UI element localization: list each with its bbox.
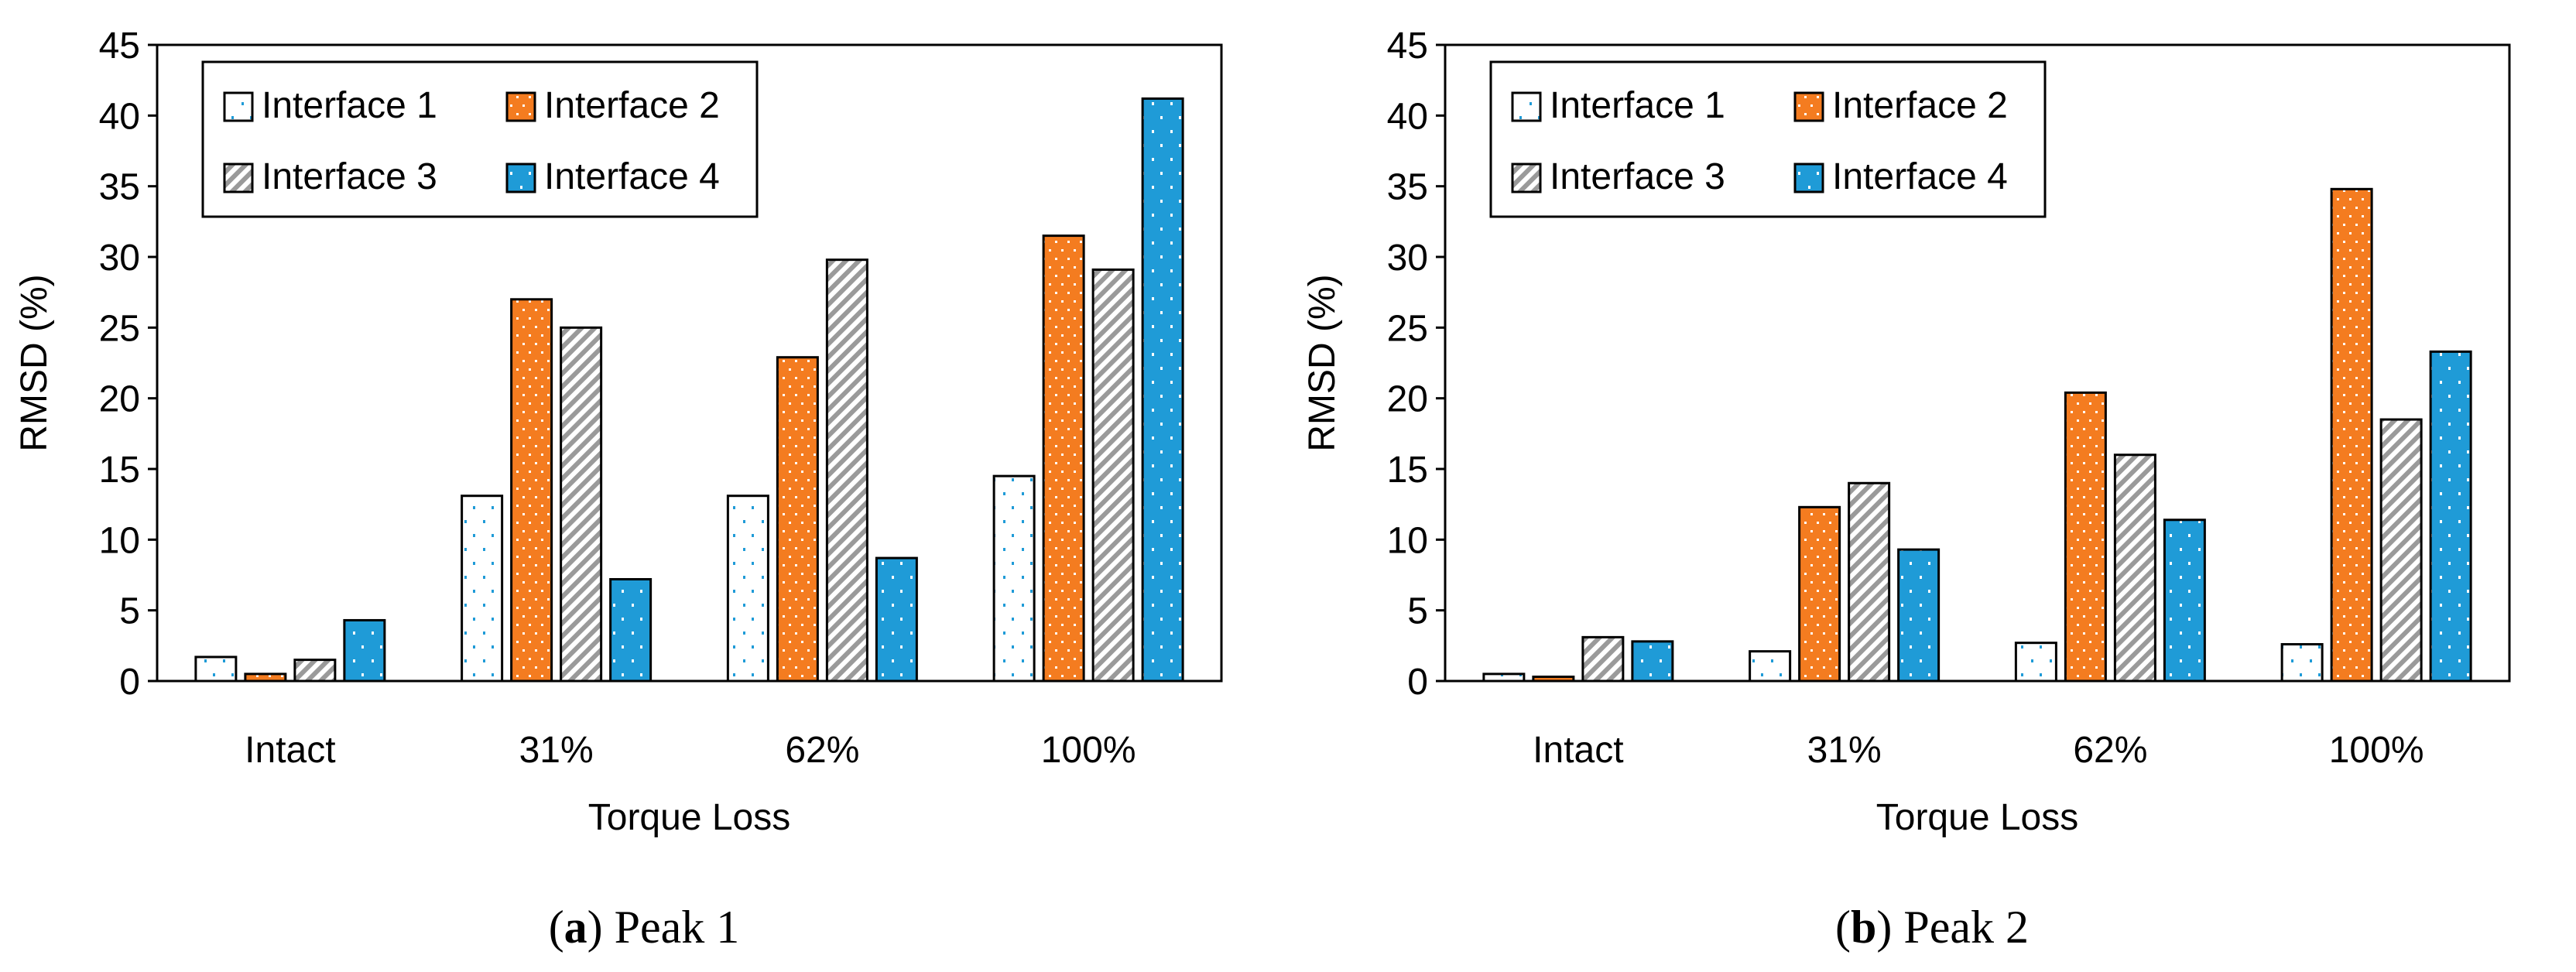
bar-interface-4-4: [2429, 350, 2472, 683]
bar-interface-1-2: [1749, 650, 1792, 683]
x-category-label: 31%: [519, 730, 594, 771]
bar-interface-4-3: [2163, 519, 2206, 683]
y-tick-label: 40: [99, 96, 140, 137]
bar-interface-3-1: [293, 659, 337, 683]
bar-interface-3-1: [1581, 635, 1625, 683]
legend: Interface 1 Interface 2 Interface 3 Interfa…: [1489, 60, 2047, 218]
bar-interface-4-3: [875, 556, 918, 683]
y-tick-label: 10: [99, 520, 140, 561]
y-tick-label: 35: [99, 167, 140, 208]
legend-label-interface-3: Interface 3: [262, 156, 437, 197]
bar-interface-4-1: [343, 618, 386, 683]
bar-interface-2-3: [776, 356, 819, 683]
legend-label-interface-1: Interface 1: [262, 85, 437, 126]
panel-caption-text: Peak 2: [1903, 902, 2029, 953]
y-tick-label: 5: [1407, 591, 1428, 632]
bar-interface-4-1: [1631, 640, 1674, 683]
bar-interface-1-1: [1482, 673, 1526, 683]
legend-label-interface-4: Interface 4: [544, 156, 720, 197]
y-tick-label: 25: [99, 308, 140, 349]
y-tick-label: 10: [1387, 520, 1428, 561]
y-tick-label: 40: [1387, 96, 1428, 137]
bar-interface-1-2: [461, 495, 504, 683]
bar-interface-3-2: [560, 326, 603, 683]
x-category-label: Intact: [245, 730, 335, 771]
y-tick-label: 15: [99, 450, 140, 491]
legend-swatch-interface-1: [1511, 91, 1542, 122]
legend-box: [1489, 60, 2047, 218]
panel-letter: a: [564, 902, 587, 953]
bar-interface-4-2: [609, 577, 653, 683]
y-tick-label: 25: [1387, 308, 1428, 349]
y-tick-label: 45: [99, 26, 140, 67]
bar-interface-1-4: [992, 474, 1036, 683]
bar-chart-peak-2: 0 5 10 15 20 25 30 35 40 45 Intact 31% 62% 100% Torque…: [1302, 26, 2511, 953]
legend-label-interface-3: Interface 3: [1550, 156, 1725, 197]
legend-label-interface-2: Interface 2: [544, 85, 720, 126]
bar-interface-1-4: [2280, 643, 2324, 683]
y-tick-label: 30: [99, 238, 140, 279]
bar-interface-4-4: [1141, 97, 1184, 683]
bar-interface-3-2: [1848, 481, 1891, 683]
y-tick-label: 20: [1387, 379, 1428, 420]
legend-swatch-interface-3: [223, 163, 254, 193]
bar-chart-peak-1: 0 5 10 15 20 25 30 35 40 45 Intact 31% 62% 100% Torque…: [14, 26, 1223, 953]
legend-box: [201, 60, 759, 218]
x-category-label: Intact: [1533, 730, 1623, 771]
bar-interface-3-3: [2113, 453, 2156, 683]
x-category-label: 31%: [1807, 730, 1882, 771]
bar-interface-4-2: [1897, 548, 1941, 683]
bar-interface-3-4: [1091, 268, 1135, 683]
y-tick-label: 15: [1387, 450, 1428, 491]
legend-swatch-interface-2: [1793, 91, 1824, 122]
bar-interface-2-4: [1042, 234, 1085, 683]
x-category-label: 62%: [2073, 730, 2147, 771]
x-axis-title: Torque Loss: [1876, 797, 2079, 838]
y-axis-title: RMSD (%): [14, 274, 55, 451]
legend-swatch-interface-1: [223, 91, 254, 122]
bar-interface-2-4: [2330, 187, 2373, 683]
legend-label-interface-4: Interface 4: [1832, 156, 2008, 197]
chart-panel-b: 0 5 10 15 20 25 30 35 40 45 Intact 31% 62% 100% Torque…: [1288, 0, 2576, 972]
bar-interface-2-2: [1798, 505, 1841, 683]
bar-interface-2-1: [244, 673, 287, 683]
y-tick-label: 45: [1387, 26, 1428, 67]
plot-area-frame: [1444, 43, 2511, 683]
panel-caption-text: Peak 1: [615, 902, 740, 953]
legend-swatch-interface-2: [505, 91, 536, 122]
legend-label-interface-1: Interface 1: [1550, 85, 1725, 126]
bar-interface-3-4: [2379, 418, 2423, 683]
y-tick-label: 5: [119, 591, 140, 632]
legend-swatch-interface-3: [1511, 163, 1542, 193]
panel-caption: (a) Peak 1: [549, 902, 740, 953]
bar-interface-3-3: [825, 258, 868, 683]
bar-interface-2-3: [2064, 391, 2107, 683]
y-tick-label: 20: [99, 379, 140, 420]
y-tick-label: 0: [119, 662, 140, 703]
legend: Interface 1 Interface 2 Interface 3 Interfa…: [201, 60, 759, 218]
y-tick-label: 30: [1387, 238, 1428, 279]
chart-panel-a: 0 5 10 15 20 25 30 35 40 45 Intact 31% 62% 100% Torque…: [14, 26, 1223, 953]
bar-interface-1-3: [726, 495, 769, 683]
panel-caption: (b) Peak 2: [1835, 902, 2029, 953]
legend-label-interface-2: Interface 2: [1832, 85, 2008, 126]
plot-area-frame: [156, 43, 1223, 683]
y-axis-title: RMSD (%): [1302, 274, 1343, 451]
y-tick-label: 0: [1407, 662, 1428, 703]
bar-interface-1-3: [2014, 642, 2057, 683]
bar-interface-1-1: [194, 655, 238, 683]
legend-swatch-interface-4: [1793, 163, 1824, 193]
panel-letter: b: [1851, 902, 1876, 953]
bar-interface-2-1: [1532, 676, 1575, 683]
legend-swatch-interface-4: [505, 163, 536, 193]
x-category-label: 100%: [1041, 730, 1136, 771]
x-axis-title: Torque Loss: [588, 797, 791, 838]
y-tick-label: 35: [1387, 167, 1428, 208]
x-category-label: 100%: [2329, 730, 2424, 771]
bar-interface-2-2: [510, 298, 553, 683]
x-category-label: 62%: [785, 730, 859, 771]
